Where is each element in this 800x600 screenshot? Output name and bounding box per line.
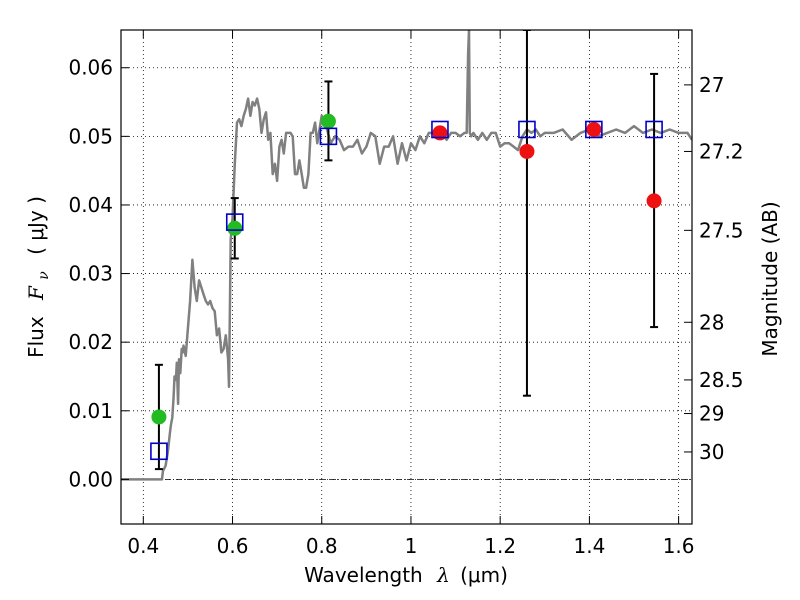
observed-point — [320, 113, 336, 129]
magnitude-tick-label: 29 — [699, 402, 724, 426]
x-tick-label: 1.6 — [663, 534, 695, 558]
y-axis-title-unit: ( μJy ) — [24, 196, 48, 255]
y-axis: 0.00 0.01 0.02 0.03 0.04 0.05 0.06 — [68, 56, 129, 491]
magnitude-tick-label: 27.2 — [699, 139, 744, 163]
y-tick-label: 0.03 — [68, 262, 113, 286]
model-photometry-marker — [518, 120, 536, 139]
y-axis-title: Flux F ν ( μJy ) — [24, 196, 53, 358]
observed-point — [646, 193, 662, 209]
x-tick-label: 0.4 — [127, 534, 159, 558]
x-tick-label: 0.8 — [306, 534, 338, 558]
magnitude-tick-label: 27.5 — [699, 218, 744, 242]
observed-points — [151, 113, 662, 425]
model-photometry-marker — [585, 120, 603, 139]
observed-point — [519, 143, 535, 159]
y-tick-label: 0.04 — [68, 193, 113, 217]
model-photometry-marker — [150, 442, 168, 461]
x-axis-title: Wavelength λ (μm) — [304, 563, 508, 587]
model-photometry-markers — [150, 120, 663, 461]
error-bar — [522, 30, 531, 397]
model-photometry-marker — [431, 120, 449, 139]
model-photometry-marker — [645, 120, 663, 139]
magnitude-axis: 27 27.2 27.5 28 28.5 29 30 — [684, 73, 744, 464]
x-axis-title-text: Wavelength — [304, 563, 423, 587]
x-axis-title-symbol: λ — [436, 563, 450, 587]
model-photometry-marker — [225, 213, 244, 231]
observed-point — [151, 409, 167, 425]
observed-point — [432, 125, 448, 141]
magnitude-axis-title: Magnitude (AB) — [758, 201, 782, 356]
y-tick-label: 0.06 — [68, 56, 113, 80]
x-tick-label: 1 — [405, 534, 418, 558]
plot-frame — [120, 29, 693, 525]
observed-point — [227, 220, 243, 236]
y-axis-title-symbol: F — [24, 285, 48, 301]
model-photometry-marker — [319, 127, 338, 146]
y-tick-label: 0.00 — [68, 467, 113, 491]
x-tick-label: 1.4 — [573, 534, 605, 558]
y-axis-title-subscript: ν — [36, 271, 52, 280]
plot-data — [121, 30, 692, 481]
magnitude-tick-label: 28 — [699, 310, 724, 334]
magnitude-tick-label: 30 — [699, 440, 724, 464]
y-tick-label: 0.05 — [68, 124, 113, 148]
magnitude-tick-label: 27 — [699, 73, 724, 97]
model-spectrum-line — [121, 30, 692, 481]
observed-point — [586, 121, 602, 137]
y-axis-title-text: Flux — [24, 316, 48, 358]
x-tick-label: 0.6 — [217, 534, 249, 558]
x-axis-title-unit: (μm) — [460, 563, 508, 587]
x-tick-label: 1.2 — [484, 534, 516, 558]
y-tick-label: 0.01 — [68, 399, 113, 423]
y-tick-label: 0.02 — [68, 330, 113, 354]
x-axis: 0.4 0.6 0.8 1 1.2 1.4 1.6 — [127, 30, 695, 558]
magnitude-tick-label: 28.5 — [699, 368, 744, 392]
